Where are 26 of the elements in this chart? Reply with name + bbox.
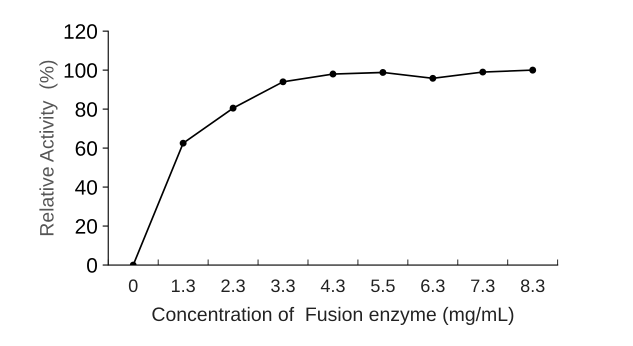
x-tick-label: 0 (128, 279, 138, 292)
point (230, 104, 237, 112)
x-tick-label: 8.3 (520, 279, 544, 292)
point (429, 74, 436, 82)
y-tick-label: 80 (76, 102, 98, 117)
y-tick-label: 100 (64, 63, 98, 78)
point (479, 68, 486, 76)
point (180, 140, 187, 147)
x-tick-label: 7.3 (471, 279, 495, 292)
x-tick-label: 4.3 (320, 279, 345, 292)
y-tick-label: 0 (87, 258, 98, 273)
y-tick-label: 60 (76, 141, 98, 156)
x-axis-title: Concentration of Fusion enzyme (mg/mL) (152, 306, 514, 325)
y-axis-title: Relative Activity (%) (39, 60, 58, 236)
point (379, 68, 386, 76)
point (329, 70, 336, 78)
x-tick-label: 5.5 (371, 280, 395, 292)
point (280, 78, 286, 86)
point (529, 66, 536, 74)
x-tick-label: 2.3 (221, 279, 245, 292)
y-tick-label: 120 (64, 24, 98, 39)
y-tick-label: 20 (76, 219, 98, 234)
x-tick-label: 6.3 (421, 279, 445, 292)
y-tick-label: 40 (75, 180, 98, 195)
x-tick-label: 1.3 (172, 279, 195, 292)
x-tick-label: 3.3 (271, 279, 295, 292)
